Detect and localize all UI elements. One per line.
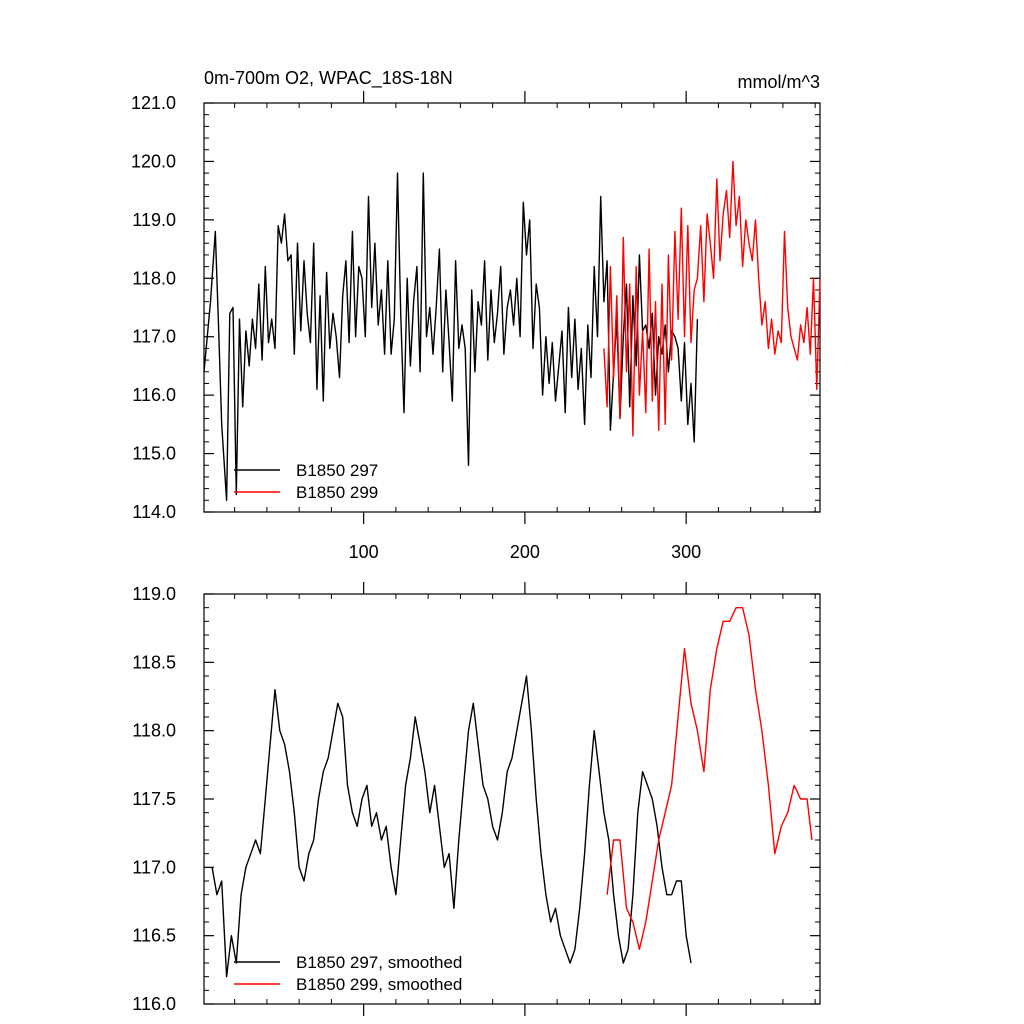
legend-label: B1850 299: [296, 483, 378, 502]
legend-label: B1850 297: [296, 461, 378, 480]
y-tick-label: 114.0: [132, 502, 176, 522]
units-label: mmol/m^3: [738, 72, 820, 92]
y-tick-label: 118.0: [132, 268, 176, 288]
plot-frame: [203, 593, 821, 1005]
series-line-red: [603, 160, 821, 437]
bottom-panel: 116.0 116.5 117.0 117.5 118.0 118.5 119.0 B1850…: [132, 582, 821, 1016]
y-tick-label: 117.5: [132, 789, 176, 809]
series-line-black: [211, 675, 692, 978]
y-tick-label: 116.0: [132, 385, 176, 405]
y-tick-label: 119.0: [132, 210, 176, 230]
y-tick-label: 119.0: [132, 584, 176, 604]
series-line-red: [606, 607, 813, 950]
y-tick-label: 121.0: [131, 93, 176, 113]
x-tick-label: 300: [671, 542, 701, 562]
y-tick-label: 117.0: [132, 327, 176, 347]
plot-frame: [203, 102, 821, 513]
legend-label: B1850 299, smoothed: [296, 975, 462, 994]
y-tick-label: 120.0: [131, 151, 176, 171]
chart-title: 0m-700m O2, WPAC_18S-18N: [204, 68, 453, 89]
top-panel: 0m-700m O2, WPAC_18S-18N mmol/m^3 114.0 1…: [131, 68, 821, 562]
y-tick-label: 117.0: [132, 857, 176, 877]
y-tick-label: 118.0: [132, 721, 176, 741]
y-tick-label: 116.5: [132, 926, 176, 946]
y-tick-label: 115.0: [132, 444, 176, 464]
x-tick-label: 100: [349, 542, 379, 562]
legend-label: B1850 297, smoothed: [296, 953, 462, 972]
y-tick-label: 118.5: [132, 652, 176, 672]
y-tick-label: 116.0: [132, 994, 176, 1014]
x-tick-label: 200: [510, 542, 540, 562]
series-line-black: [203, 172, 699, 501]
